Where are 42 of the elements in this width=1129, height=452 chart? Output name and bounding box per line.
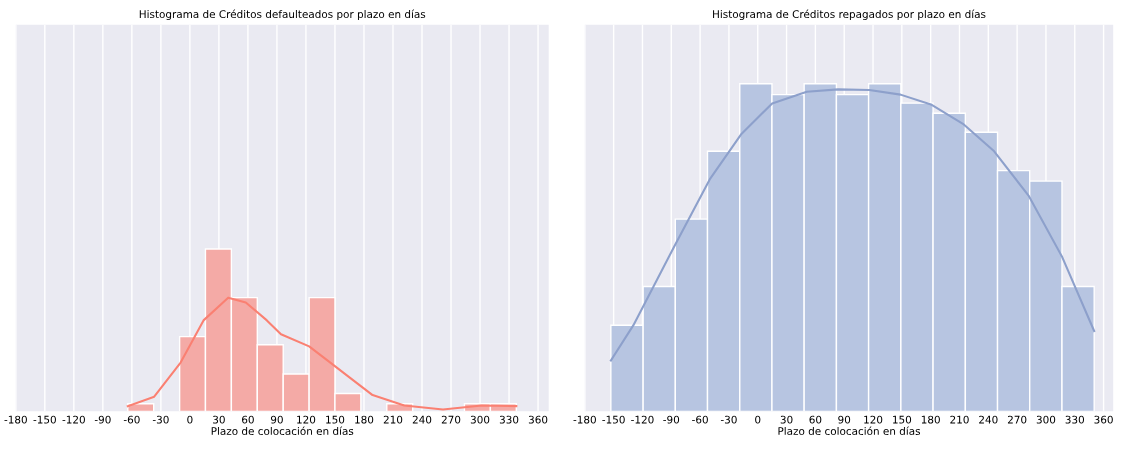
x-axis-title: Plazo de colocación en días — [211, 426, 354, 436]
x-tick-label: 300 — [1036, 415, 1056, 424]
x-tick-label: -120 — [62, 415, 85, 424]
x-tick-label: 360 — [1094, 415, 1113, 424]
x-tick-label: 0 — [187, 415, 193, 424]
x-tick-label: 270 — [1007, 415, 1027, 424]
x-tick-label: 150 — [893, 415, 912, 424]
x-tick-label: 360 — [528, 415, 548, 424]
x-tick-label: -90 — [663, 415, 680, 424]
x-tick-label: 180 — [921, 415, 940, 424]
x-tick-label: -30 — [720, 415, 737, 424]
x-tick-label: -150 — [33, 415, 56, 424]
x-tick-label: 60 — [242, 415, 254, 424]
x-tick-label: 90 — [270, 415, 283, 424]
x-tick-label: 210 — [383, 415, 403, 424]
x-tick-label: -60 — [692, 415, 708, 424]
x-tick-label: 120 — [297, 415, 316, 424]
x-tick-label: 240 — [412, 415, 432, 424]
x-tick-label: 330 — [499, 415, 519, 424]
x-tick-label: -90 — [94, 415, 111, 424]
chart-title: Histograma de Créditos defaulteados por plazo en días — [139, 9, 426, 21]
x-tick-label: 150 — [326, 415, 345, 424]
x-tick-label: 330 — [1065, 415, 1085, 424]
x-tick-label: 210 — [950, 415, 969, 424]
x-tick-label: 240 — [979, 415, 998, 424]
chart-title: Histograma de Créditos repagados por plazo en días — [713, 9, 986, 21]
x-tick-label: 270 — [441, 415, 461, 424]
x-tick-label: -180 — [573, 415, 596, 424]
x-tick-label: 30 — [780, 415, 793, 424]
x-tick-label: 120 — [864, 415, 883, 424]
x-tick-label: 30 — [213, 415, 225, 424]
x-tick-label: 0 — [755, 415, 761, 424]
x-tick-label: -30 — [152, 415, 169, 424]
x-tick-label: -180 — [4, 415, 27, 424]
x-tick-label: 300 — [470, 415, 490, 424]
x-tick-label: -120 — [631, 415, 654, 424]
x-tick-label: 180 — [355, 415, 374, 424]
x-tick-label: 60 — [809, 415, 822, 424]
x-tick-label: 90 — [838, 415, 851, 424]
x-tick-label: -60 — [123, 415, 140, 424]
x-axis-title: Plazo de colocación en días — [778, 426, 921, 436]
x-tick-label: -150 — [602, 415, 625, 424]
